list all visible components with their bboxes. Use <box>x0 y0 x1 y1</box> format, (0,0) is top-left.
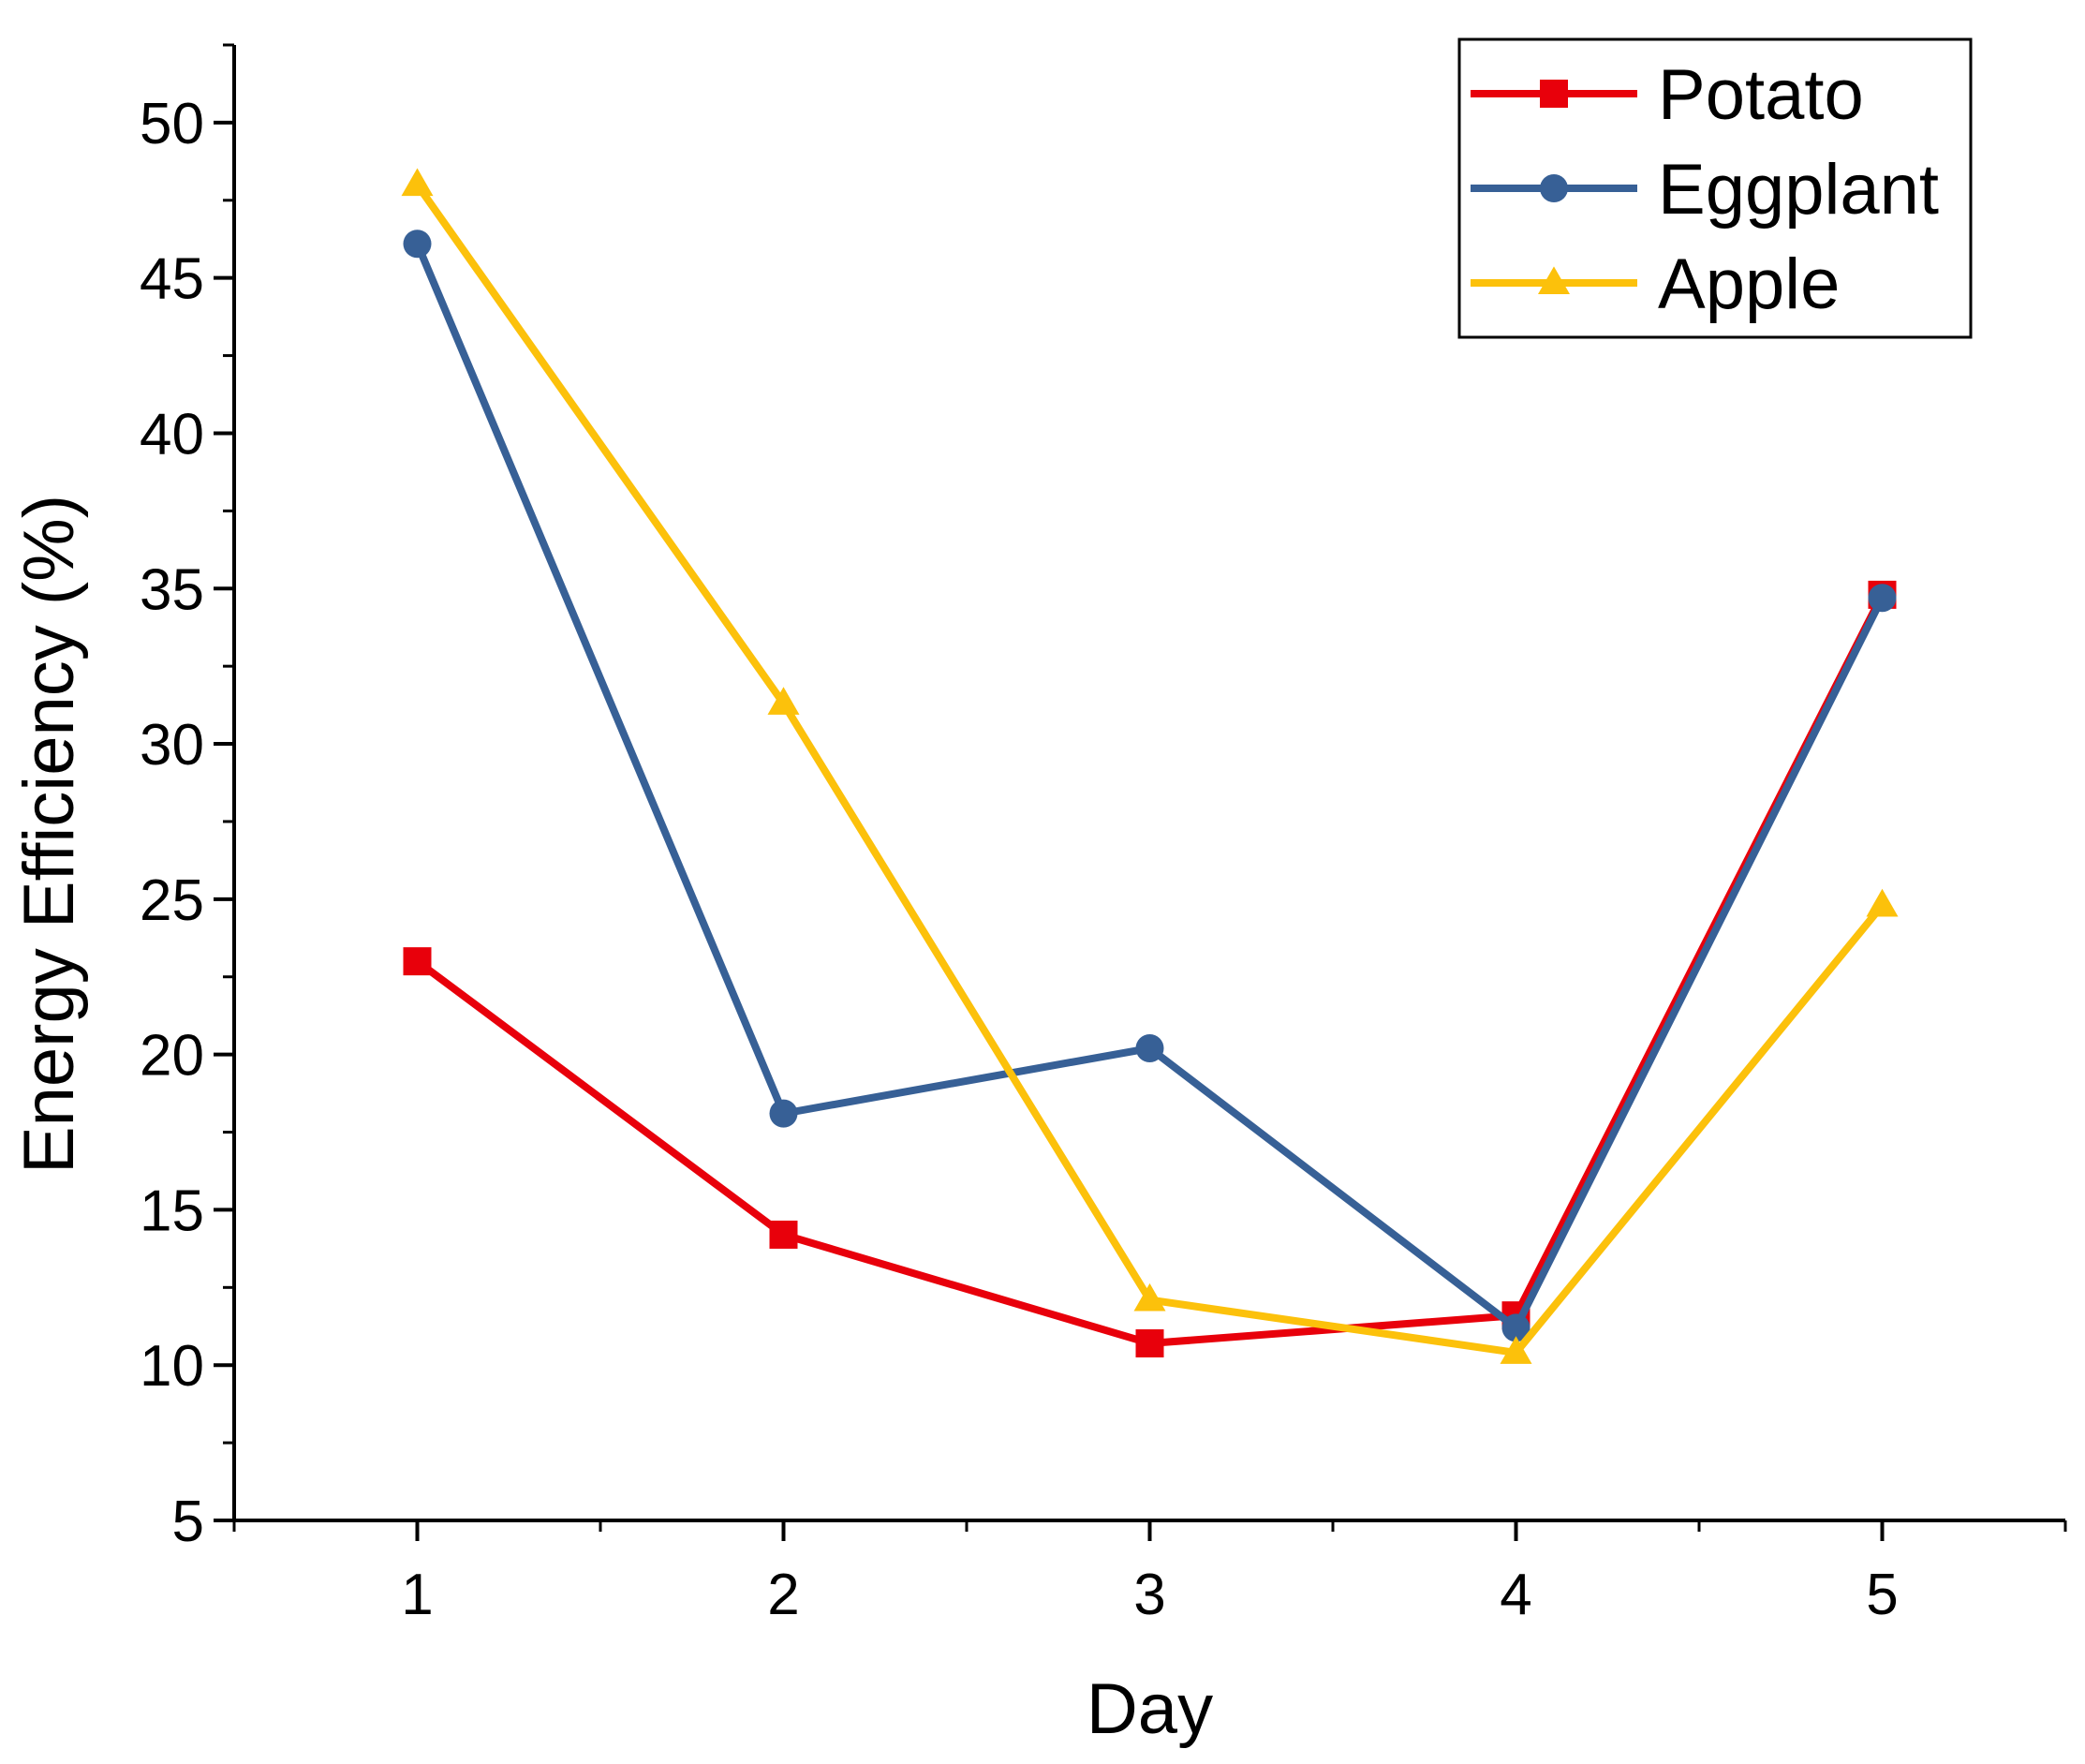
x-axis-title: Day <box>1087 1669 1213 1749</box>
legend-label: Apple <box>1658 245 1840 324</box>
x-axis-ticks: 1 2 3 4 5 <box>232 1520 2067 1627</box>
legend-item-potato: Potato <box>1471 55 1864 135</box>
series-apple <box>401 168 1899 1364</box>
y-tick-label: 50 <box>140 92 204 156</box>
series-line-potato <box>415 593 1886 1348</box>
legend-label: Eggplant <box>1658 150 1939 230</box>
y-tick-label: 35 <box>140 557 204 622</box>
series-potato <box>403 580 1897 1357</box>
legend-marker-square <box>1540 80 1568 108</box>
legend: Potato Eggplant Apple <box>1457 37 1973 339</box>
data-point-eggplant <box>1501 1313 1530 1342</box>
y-tick-label: 30 <box>140 713 204 778</box>
data-point-apple <box>401 168 434 197</box>
data-point-apple <box>1866 888 1899 917</box>
y-tick-label: 45 <box>140 247 204 312</box>
y-tick-label: 40 <box>140 402 204 467</box>
data-point-apple <box>767 687 800 715</box>
legend-items: Potato Eggplant Apple <box>1471 55 1939 324</box>
legend-label: Potato <box>1658 55 1864 135</box>
legend-item-eggplant: Eggplant <box>1471 150 1939 230</box>
data-point-eggplant <box>403 230 432 259</box>
data-point-eggplant <box>1135 1034 1164 1062</box>
series-layer <box>401 168 1899 1364</box>
series-eggplant <box>403 230 1897 1342</box>
x-tick-label: 2 <box>767 1563 799 1627</box>
y-tick-label: 10 <box>140 1334 204 1399</box>
data-point-potato <box>403 947 432 976</box>
legend-item-apple: Apple <box>1471 245 1840 324</box>
x-tick-label: 3 <box>1133 1563 1165 1627</box>
data-point-eggplant <box>1868 584 1897 613</box>
y-axis-ticks: 5 10 15 20 25 30 35 40 45 50 <box>140 43 234 1554</box>
y-tick-label: 15 <box>140 1178 204 1243</box>
y-tick-label: 5 <box>172 1490 204 1554</box>
data-point-eggplant <box>769 1099 798 1128</box>
data-point-apple <box>1133 1282 1166 1312</box>
legend-marker-triangle <box>1538 266 1570 294</box>
data-point-potato <box>1135 1329 1164 1357</box>
legend-marker-circle <box>1540 174 1568 202</box>
y-tick-label: 25 <box>140 868 204 933</box>
x-tick-label: 1 <box>401 1563 433 1627</box>
data-point-apple <box>1500 1336 1532 1364</box>
y-axis-title: Energy Efficiency (%) <box>9 495 89 1174</box>
data-point-potato <box>769 1220 798 1249</box>
x-tick-label: 5 <box>1866 1563 1898 1627</box>
x-tick-label: 4 <box>1500 1563 1531 1627</box>
series-line-eggplant <box>413 242 1886 1334</box>
y-tick-label: 20 <box>140 1024 204 1089</box>
